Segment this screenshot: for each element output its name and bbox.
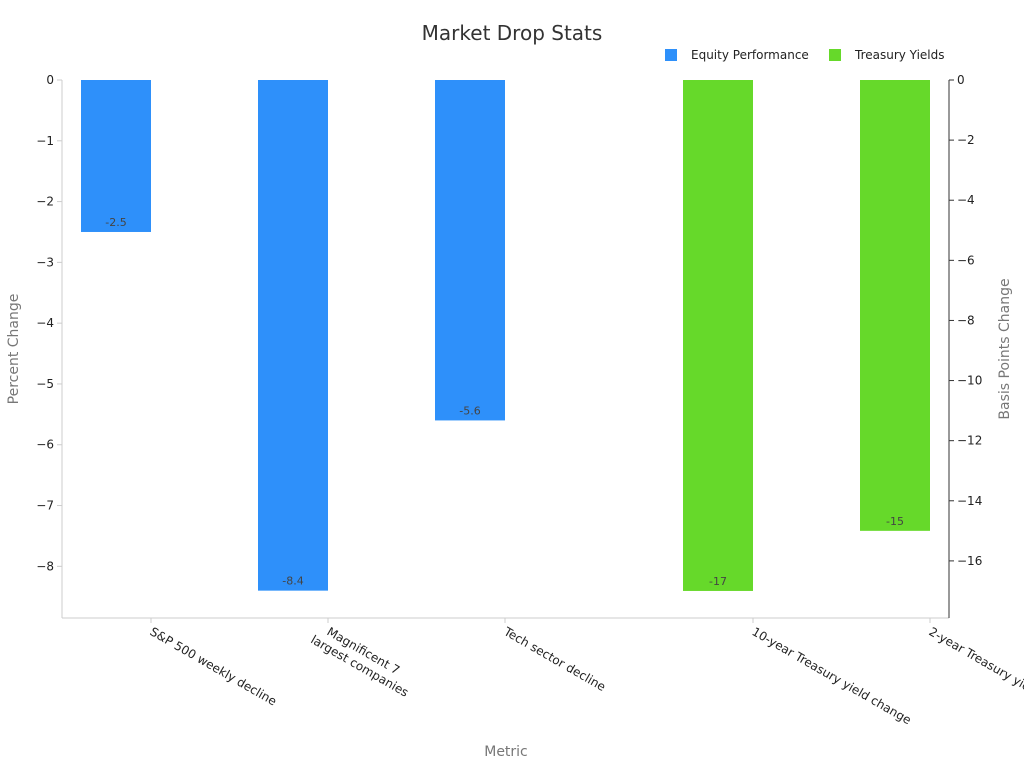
bar-equity-1	[258, 80, 328, 591]
y-right-tick-label: −2	[957, 133, 975, 147]
y-right-tick-label: −16	[957, 554, 982, 568]
legend-label-equity: Equity Performance	[691, 48, 809, 62]
x-tick-label: Tech sector decline	[501, 624, 608, 694]
bars-layer: -2.5 -8.4 -5.6 -17 -15	[81, 80, 930, 591]
legend-label-treasury: Treasury Yields	[854, 48, 945, 62]
bar-equity-2	[435, 80, 505, 420]
bar-value-label-3: -17	[709, 575, 727, 588]
x-axis-title: Metric	[484, 744, 528, 760]
y-left-tick-label: −6	[36, 438, 54, 452]
y-left-tick-label: −4	[36, 316, 54, 330]
y-left-tick-label: −5	[36, 377, 54, 391]
y-axis-left-title: Percent Change	[6, 294, 22, 405]
y-right-tick-label: −4	[957, 193, 975, 207]
y-left-tick-label: −7	[36, 499, 54, 513]
x-tick-label: 2-year Treasury yield change	[927, 624, 1024, 723]
bar-equity-0	[81, 80, 151, 232]
y-left-tick-label: −1	[36, 134, 54, 148]
legend-swatch-equity	[665, 49, 677, 61]
y-axis-right-title: Basis Points Change	[997, 278, 1013, 419]
bar-treasury-3	[683, 80, 753, 591]
y-right-tick-label: −8	[957, 313, 975, 327]
y-right-tick-label: −14	[957, 494, 982, 508]
x-tick-label: S&P 500 weekly decline	[148, 624, 280, 708]
x-tick-label: Magnificent 7largest companies	[308, 619, 418, 699]
x-tick-label: 10-year Treasury yield change	[750, 624, 914, 727]
bar-treasury-4	[860, 80, 930, 531]
bar-value-label-4: -15	[886, 515, 904, 528]
y-right-tick-label: −10	[957, 374, 982, 388]
bar-value-label-1: -8.4	[282, 575, 303, 588]
legend: Equity Performance Treasury Yields	[665, 48, 945, 62]
y-right-tick-label: −12	[957, 434, 982, 448]
legend-swatch-treasury	[829, 49, 841, 61]
y-right-tick-label: 0	[957, 73, 965, 87]
y-left-tick-label: −3	[36, 255, 54, 269]
y-left-tick-label: −8	[36, 559, 54, 573]
bar-value-label-0: -2.5	[105, 216, 126, 229]
chart-title: Market Drop Stats	[422, 21, 603, 45]
y-left-tick-label: 0	[46, 73, 54, 87]
bar-value-label-2: -5.6	[459, 404, 480, 417]
y-left-tick-label: −2	[36, 195, 54, 209]
y-right-tick-label: −6	[957, 253, 975, 267]
